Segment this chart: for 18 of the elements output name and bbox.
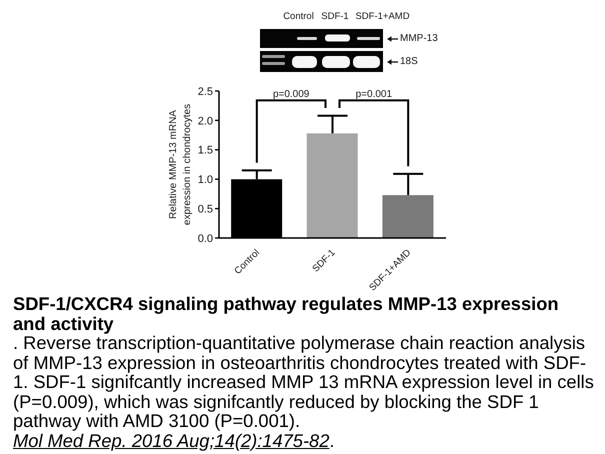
y-tick-label: 2.5: [198, 86, 213, 98]
text: MMP-13: [400, 32, 438, 44]
bar: [382, 195, 434, 238]
text: SDF-1: [321, 11, 349, 23]
bar: [306, 133, 358, 238]
text: 18S: [400, 56, 418, 68]
y-tick-label: 0.0: [198, 232, 213, 245]
y-tick-label: 1.0: [198, 174, 213, 186]
text: SDF-1+AMD: [355, 11, 410, 23]
y-tick-label: 2.0: [198, 115, 213, 128]
annotation: p=0.001: [356, 88, 392, 100]
y-tick-label: 0.5: [198, 204, 213, 216]
y-tick-label: 1.5: [198, 144, 213, 157]
text: Control: [283, 11, 314, 23]
y-axis-title: Relative MMP-13 mRNA expression in chondrocytes: [168, 104, 193, 226]
annotation: p=0.009: [272, 88, 310, 100]
text: SDF-1/CXCR4 signaling pathway regulates MMP-13 expression and activity: [13, 293, 560, 334]
text: Mol Med Rep. 2016 Aug;14(2):1475-82.: [13, 430, 334, 450]
